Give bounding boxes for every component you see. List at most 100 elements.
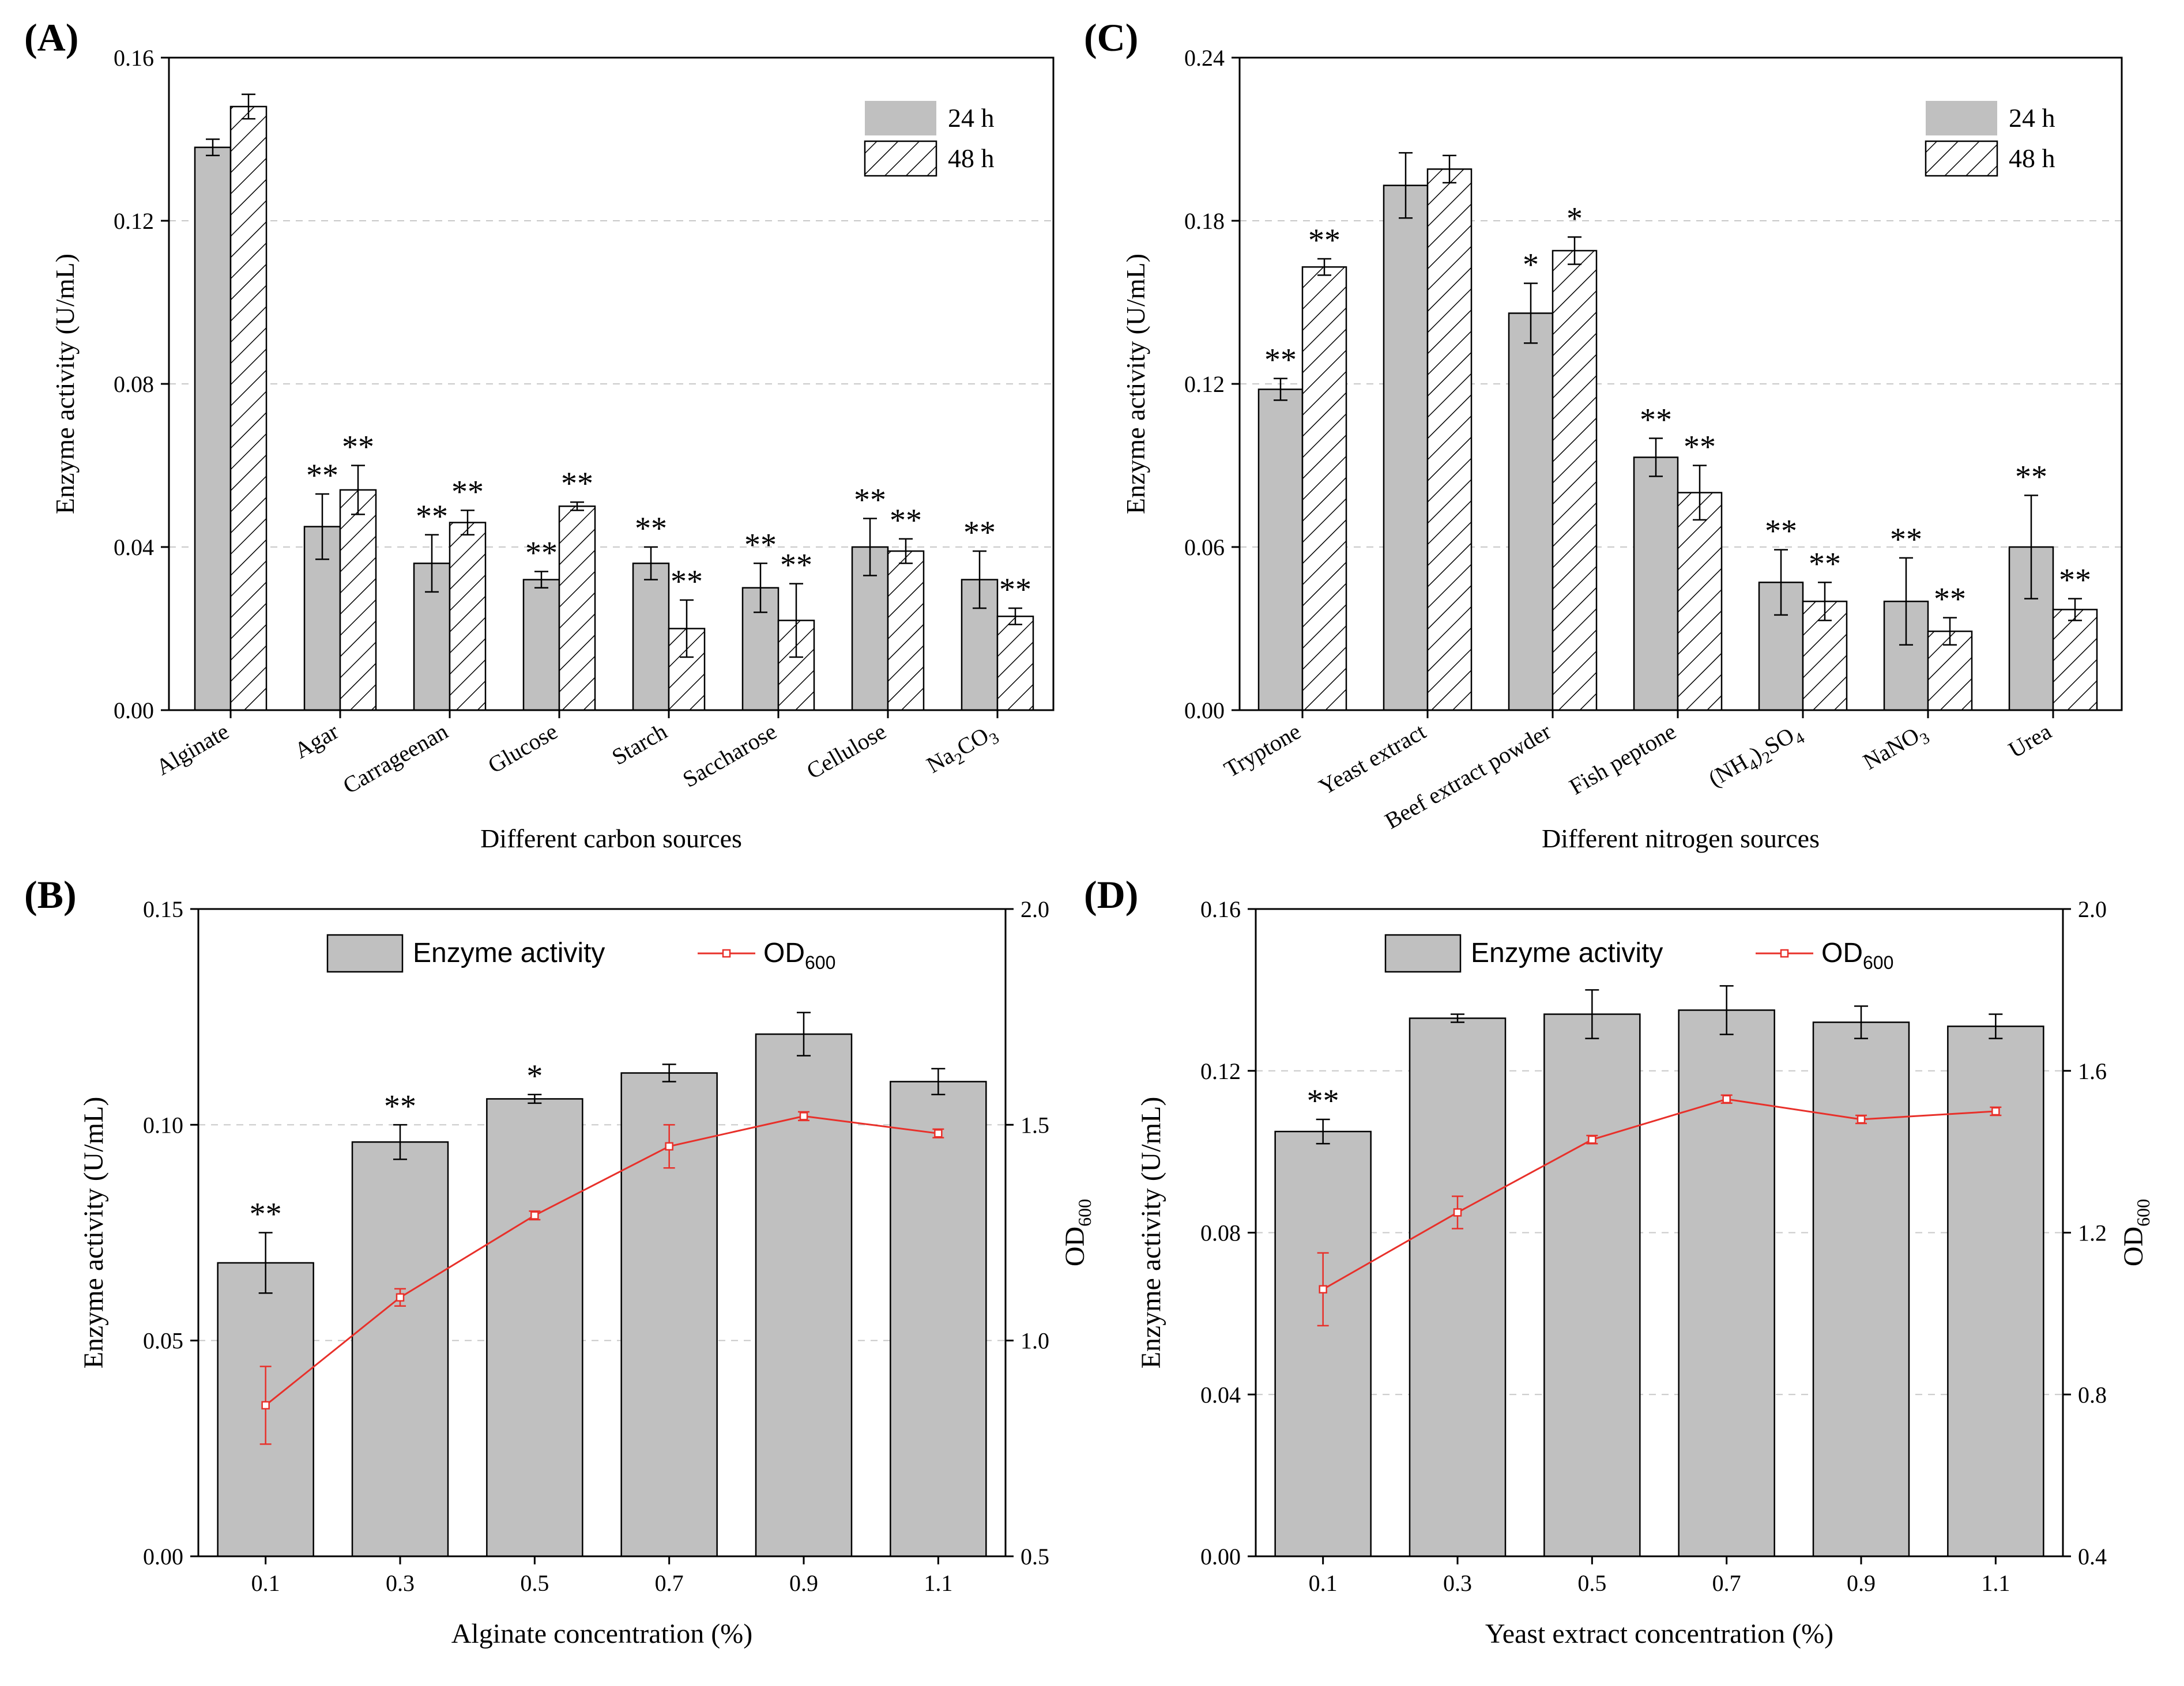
- y-tick-label: 0.24: [1184, 45, 1225, 71]
- x-axis-label: Different nitrogen sources: [1542, 824, 1820, 853]
- significance-mark: **: [854, 482, 886, 518]
- y-tick-label: 0.12: [1200, 1058, 1241, 1084]
- od600-point: [934, 1129, 943, 1138]
- significance-mark: **: [1640, 402, 1672, 437]
- bar-24h: [632, 563, 670, 711]
- x-tick-label: Alginate: [152, 718, 234, 780]
- y-tick-label: 0.04: [1200, 1382, 1241, 1408]
- y2-label-subscript: 600: [1074, 1199, 1095, 1227]
- significance-mark: **: [384, 1088, 416, 1124]
- y-tick-label: 0.08: [1200, 1220, 1241, 1246]
- significance-mark: **: [1264, 342, 1297, 378]
- y-tick-label: 0.00: [1200, 1544, 1241, 1570]
- y-tick-label: 0.10: [143, 1112, 183, 1138]
- significance-mark: **: [671, 564, 703, 599]
- x-tick-label: 0.7: [1712, 1570, 1741, 1596]
- tick-text: Cellulose: [802, 718, 890, 784]
- bar-24h: [1508, 312, 1554, 711]
- significance-mark: **: [780, 548, 812, 583]
- legend-swatch-marker: [722, 949, 731, 958]
- x-axis-label: Yeast extract concentration (%): [1485, 1619, 1833, 1649]
- x-axis-label: Different carbon sources: [480, 824, 742, 853]
- x-tick-label: Cellulose: [802, 718, 890, 784]
- significance-mark: **: [561, 466, 593, 501]
- y2-label-text: OD: [1060, 1227, 1090, 1266]
- y-tick-label: 0.12: [1184, 371, 1225, 397]
- y-axis-label: Enzyme activity (U/mL): [50, 254, 80, 514]
- significance-mark: *: [1567, 201, 1583, 236]
- bar-48h: [339, 489, 377, 711]
- legend-label: 24 h: [2009, 103, 2055, 133]
- x-tick-label: 0.1: [1309, 1570, 1338, 1596]
- bar-48h: [887, 550, 925, 711]
- x-tick-label: 0.3: [1443, 1570, 1472, 1596]
- od600-line: [265, 1115, 939, 1406]
- legend-label-line: OD600: [763, 938, 835, 973]
- od600-point: [799, 1112, 808, 1121]
- y-tick-label: 0.05: [143, 1328, 183, 1354]
- x-tick-label: 1.1: [924, 1570, 952, 1596]
- od600-line: [1322, 1098, 1996, 1291]
- tick-text: Tryptone: [1219, 718, 1305, 783]
- significance-mark: *: [526, 1058, 543, 1094]
- od600-point: [1453, 1208, 1462, 1217]
- x-tick-label: 0.7: [655, 1570, 684, 1596]
- significance-mark: **: [890, 503, 922, 538]
- od600-point: [665, 1142, 673, 1151]
- significance-mark: **: [342, 429, 374, 465]
- x-tick-label: Carrageenan: [338, 718, 453, 799]
- x-tick-label: Fish peptone: [1565, 718, 1681, 800]
- bar-48h: [558, 506, 596, 711]
- significance-mark: **: [416, 499, 448, 534]
- bar-24h: [1257, 389, 1304, 711]
- tick-text: Saccharose: [678, 718, 781, 793]
- significance-mark: **: [635, 511, 667, 546]
- legend-label: 48 h: [948, 144, 995, 173]
- x-tick-label: Agar: [290, 718, 343, 764]
- panel-label: (D): [1084, 873, 1138, 916]
- significance-mark: **: [2059, 563, 2091, 598]
- bar-24h: [1633, 457, 1679, 711]
- y2-tick-label: 2.0: [2078, 896, 2107, 922]
- x-tick-label: Saccharose: [678, 718, 781, 793]
- panel-label: (C): [1084, 16, 1138, 59]
- legend-swatch-bar: [1384, 934, 1462, 973]
- legend-swatch-marker: [1780, 949, 1789, 958]
- tick-text: Na: [922, 742, 958, 778]
- y2-axis-label: OD600: [2118, 1199, 2153, 1266]
- bar-48h: [1552, 250, 1598, 711]
- od600-point: [396, 1293, 405, 1302]
- bar-48h: [1301, 266, 1347, 711]
- significance-mark: **: [1765, 514, 1797, 549]
- y2-tick-label: 1.2: [2078, 1220, 2107, 1246]
- x-tick-label: Yeast extract: [1315, 718, 1430, 800]
- x-tick-label: 0.1: [251, 1570, 280, 1596]
- y-tick-label: 0.12: [114, 208, 154, 234]
- y-axis-label: Enzyme activity (U/mL): [78, 1097, 109, 1369]
- chart-panel-C: (C)0.000.060.120.180.24****Tryptone Yeast…: [1084, 16, 2123, 853]
- x-tick-label: Starch: [608, 718, 672, 770]
- y2-tick-label: 0.4: [2078, 1544, 2107, 1570]
- x-tick-label: 0.3: [386, 1570, 415, 1596]
- od600-point: [1588, 1135, 1596, 1144]
- legend-swatch: [865, 101, 936, 135]
- legend-label: 48 h: [2009, 144, 2055, 173]
- significance-mark: **: [2015, 459, 2047, 495]
- chart-panel-B: (B) 0.00 0.05 0.10 0.15 0.5 1.0 1.5 2.0 ** 0.1 ** 0.…: [24, 873, 1095, 1649]
- panel-label: (B): [24, 873, 77, 916]
- panel-label: (A): [24, 16, 78, 59]
- y2-label-text: OD: [2118, 1227, 2149, 1266]
- legend-text: OD: [1821, 938, 1863, 968]
- bar-enzyme-activity: [1812, 1021, 1910, 1557]
- y2-tick-label: 2.0: [1021, 896, 1049, 922]
- significance-mark: **: [1684, 429, 1716, 465]
- y2-tick-label: 0.5: [1021, 1544, 1049, 1570]
- bar-48h: [996, 616, 1034, 711]
- plot-frame: [168, 56, 1055, 711]
- legend-subscript: 600: [805, 952, 835, 973]
- y2-label-subscript: 600: [2133, 1199, 2153, 1227]
- od600-point: [1319, 1285, 1327, 1294]
- legend-swatch-bar: [326, 934, 404, 973]
- chart-panel-A: (A)0.000.040.080.120.16Alginate****Agar*…: [24, 16, 1055, 853]
